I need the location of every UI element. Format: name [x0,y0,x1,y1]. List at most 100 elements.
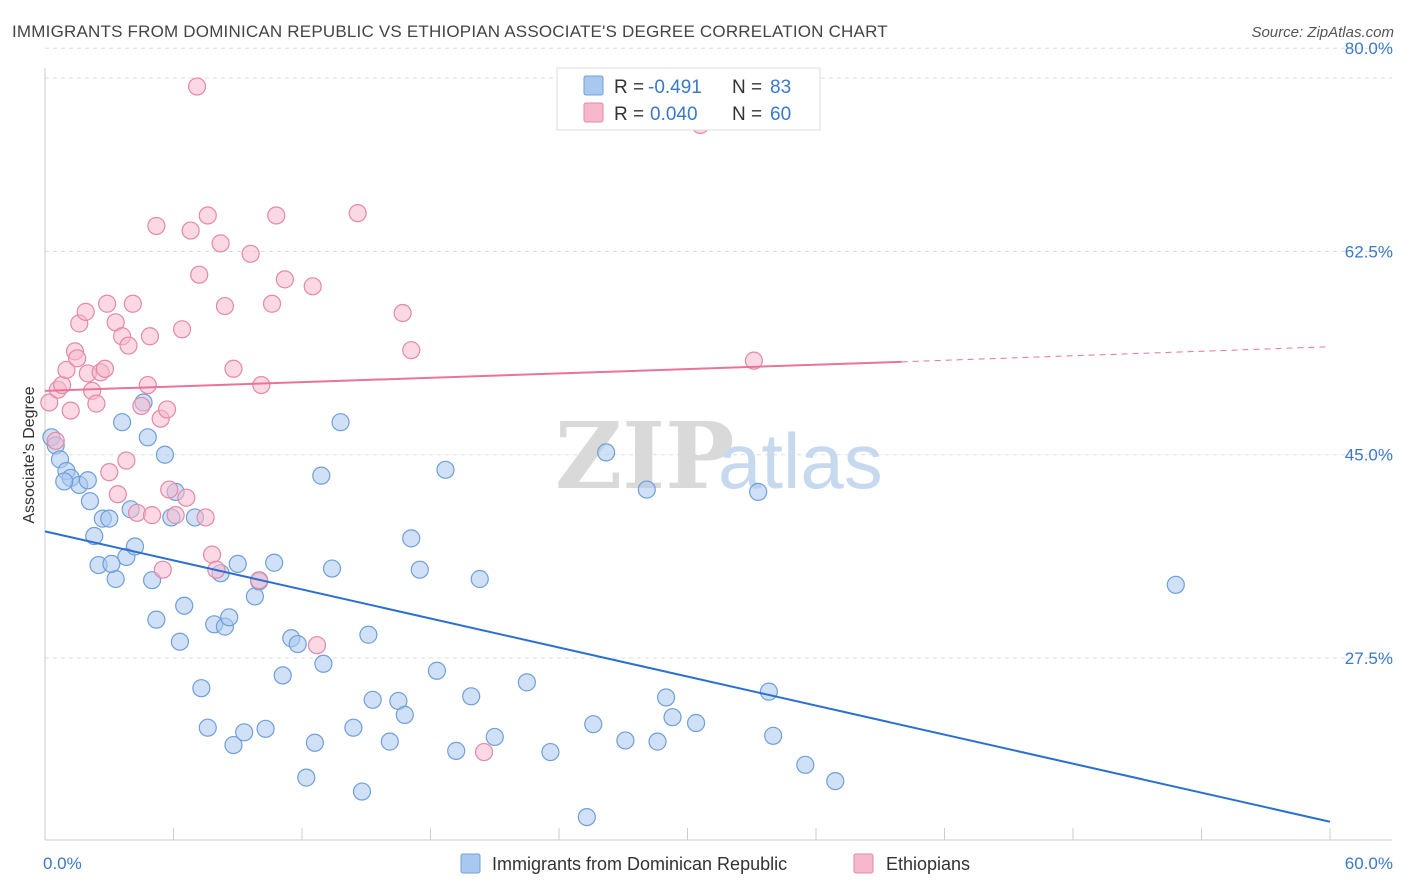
legend-n-value-dominican: 83 [770,77,791,98]
data-point-dominican [616,731,635,750]
gridlines [45,47,1392,659]
data-point-dominican [112,413,132,432]
data-point-dominican [363,690,382,709]
data-point-dominican [663,708,682,727]
legend-swatch-dominican [583,75,604,96]
trend-line-ethiopian-extension [901,346,1331,363]
data-point-dominican [288,634,307,654]
data-point-ethiopian [198,206,217,225]
data-point-ethiopian [87,394,106,413]
data-point-dominican [402,529,421,548]
data-point-dominican [796,755,815,774]
trend-lines [44,346,1331,823]
data-point-ethiopian [172,320,192,339]
bottom-legend-label-dominican: Immigrants from Dominican Republic [492,854,787,874]
data-point-dominican [170,632,190,651]
data-point-dominican [648,732,667,751]
data-point-ethiopian [140,327,160,346]
data-point-dominican [462,687,481,706]
data-point-dominican [1166,575,1185,594]
data-point-dominican [55,472,74,491]
legend-swatch-ethiopian [583,102,604,123]
data-point-ethiopian [57,360,76,380]
data-point-dominican [235,723,254,742]
data-point-ethiopian [177,488,196,507]
legend-n-label-dominican: N = [732,77,762,98]
axes: 27.5% 45.0% 62.5% 80.0% 0.0% 60.0% Associate's… [21,39,1393,873]
data-point-dominican [265,553,284,572]
data-point-ethiopian [241,244,260,263]
y-tick-label: 45.0% [1345,446,1393,465]
data-point-ethiopian [40,393,59,412]
legend-r-label-dominican: R = [614,77,644,98]
data-point-ethiopian [187,77,207,96]
data-point-dominican [749,482,768,501]
legend: R = -0.491 N = 83 R = 0.040 N = 60 [556,67,821,131]
y-tick-label: 62.5% [1345,242,1393,261]
data-point-ethiopian [46,431,65,450]
data-point-dominican [686,713,706,733]
data-point-dominican [175,596,194,615]
data-point-ethiopian [160,480,179,499]
data-point-dominican [198,718,217,737]
data-point-ethiopian [215,296,234,316]
data-point-ethiopian [307,636,327,655]
data-point-dominican [85,526,104,546]
data-point-ethiopian [348,204,367,223]
data-point-ethiopian [181,221,200,240]
data-point-dominican [359,625,378,644]
bottom-legend: Immigrants from Dominican Republic Ethio… [460,853,970,874]
data-point-dominican [80,492,100,511]
data-point-dominican [273,666,292,685]
data-point-dominican [380,732,399,751]
data-point-dominican [541,742,560,762]
bottom-legend-label-ethiopian: Ethiopians [886,854,970,874]
x-tick-label-min: 0.0% [43,854,82,873]
data-point-ethiopian [744,351,763,370]
data-point-dominican [470,569,489,589]
data-point-dominican [155,445,175,464]
data-point-ethiopian [76,302,95,321]
data-point-dominican [331,413,350,432]
legend-r-value-dominican: -0.491 [648,77,702,98]
data-point-dominican [100,509,119,528]
data-point-dominican [517,673,536,692]
data-point-ethiopian [224,359,243,378]
data-point-ethiopian [119,336,138,355]
data-point-ethiopian [474,742,494,762]
data-point-ethiopian [267,206,286,225]
data-point-ethiopian [393,303,412,323]
data-point-dominican [322,559,342,578]
data-point-dominican [410,560,429,579]
data-point-dominican [436,460,455,479]
data-point-dominican [656,688,676,707]
data-point-dominican [297,768,316,787]
data-point-dominican [637,480,656,499]
data-point-ethiopian [262,294,282,313]
data-point-ethiopian [132,396,151,416]
data-point-dominican [344,718,363,737]
data-point-dominican [220,608,239,627]
data-point-ethiopian [117,451,136,470]
legend-n-label-ethiopian: N = [732,104,762,125]
data-point-ethiopian [275,270,294,289]
data-point-ethiopian [138,375,157,395]
source-credit: Source: ZipAtlas.com [1251,24,1394,41]
bottom-legend-swatch-ethiopian [853,853,874,874]
data-point-ethiopian [190,265,209,284]
data-point-dominican [147,610,166,629]
data-point-dominican [314,654,333,673]
data-point-dominican [192,679,211,698]
data-point-dominican [485,727,504,747]
data-point-dominican [305,733,324,752]
data-point-dominican [447,741,466,760]
data-point-ethiopian [142,506,162,525]
data-point-dominican [764,726,783,745]
legend-r-value-ethiopian: 0.040 [650,104,698,125]
data-point-ethiopian [153,560,172,579]
legend-n-value-ethiopian: 60 [770,104,791,125]
data-point-dominican [395,705,414,724]
data-point-ethiopian [303,277,322,296]
data-point-dominican [245,587,264,606]
